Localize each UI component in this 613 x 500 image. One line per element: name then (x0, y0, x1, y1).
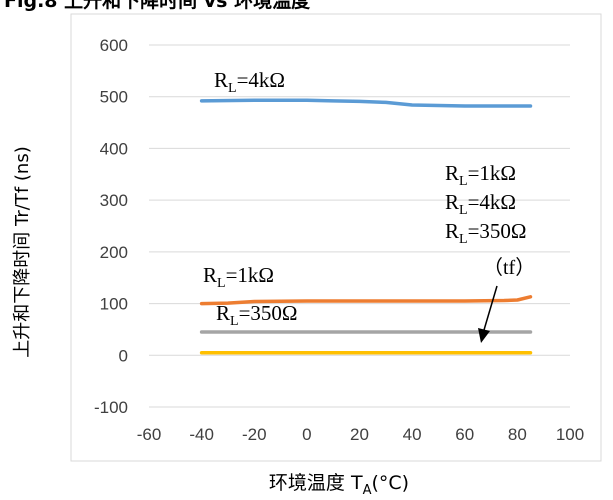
x-tick-label: 40 (403, 425, 422, 444)
x-tick-label: -60 (137, 425, 162, 444)
annotation-value: =1kΩ (226, 263, 274, 287)
annotation-symbol: R (216, 301, 230, 325)
annotation-subscript: L (459, 174, 468, 189)
x-tick-label: 20 (350, 425, 369, 444)
annotation-tf-group: RL=1kΩ (445, 161, 516, 189)
tf-arrow (478, 285, 498, 343)
annotation-symbol: R (445, 219, 459, 243)
annotation-rl4k: RL=4kΩ (214, 68, 285, 96)
y-tick-label: 400 (100, 139, 128, 158)
annotation-subscript: L (228, 81, 237, 96)
annotation-subscript: L (217, 276, 226, 291)
series-line-1 (199, 295, 533, 306)
annotation-subscript: L (459, 203, 468, 218)
annotation-value: =4kΩ (468, 190, 516, 214)
y-tick-label: 600 (100, 36, 128, 55)
series-lines (199, 98, 533, 355)
y-tick-label: 300 (100, 191, 128, 210)
annotations: RL=4kΩRL=1kΩRL=350ΩRL=1kΩRL=4kΩRL=350Ω（t… (203, 68, 535, 329)
x-tick-label: -40 (189, 425, 214, 444)
chart-frame (70, 13, 602, 462)
annotation-symbol: R (214, 68, 228, 92)
annotation-value: =350Ω (239, 301, 298, 325)
x-axis-title-tail: (°C) (371, 472, 409, 494)
gridlines (149, 44, 570, 408)
annotation-tf-group: RL=350Ω (445, 219, 527, 247)
annotation-symbol: R (203, 263, 217, 287)
annotation-subscript: L (459, 232, 468, 247)
y-tick-label: 100 (100, 295, 128, 314)
annotation-subscript: L (230, 314, 239, 329)
y-axis-title: 上升和下降时间 Tr/Tf (ns) (12, 146, 33, 357)
x-axis-title: 环境温度 TA(°C) (269, 472, 409, 498)
annotation-value: =4kΩ (237, 68, 285, 92)
annotation-tf-label: （tf） (483, 256, 535, 279)
x-axis-title-sub: A (363, 483, 372, 498)
x-tick-label: 0 (302, 425, 311, 444)
x-tick-label: 80 (508, 425, 527, 444)
y-tick-label: 500 (100, 88, 128, 107)
x-axis-title-main: 环境温度 T (269, 472, 363, 494)
y-tick-label: -100 (94, 398, 128, 417)
chart-title: Fig.8 上升和下降时间 vs 环境温度 (4, 0, 311, 12)
annotation-symbol: R (445, 161, 459, 185)
annotation-rl350: RL=350Ω (216, 301, 298, 329)
y-tick-labels: -100 0 100 200 300 400 500 600 (94, 36, 128, 417)
annotation-rl1k: RL=1kΩ (203, 263, 274, 291)
annotation-value: =350Ω (468, 219, 527, 243)
annotation-symbol: R (445, 190, 459, 214)
x-tick-label: 60 (455, 425, 474, 444)
y-tick-label: 0 (119, 346, 128, 365)
y-tick-label: 200 (100, 243, 128, 262)
x-tick-label: 100 (556, 425, 584, 444)
series-line-0 (199, 98, 533, 108)
annotation-value: =1kΩ (468, 161, 516, 185)
x-tick-label: -20 (242, 425, 267, 444)
x-tick-labels: -60 -40 -20 0 20 40 60 80 100 (137, 425, 584, 444)
annotation-tf-group: RL=4kΩ (445, 190, 516, 218)
